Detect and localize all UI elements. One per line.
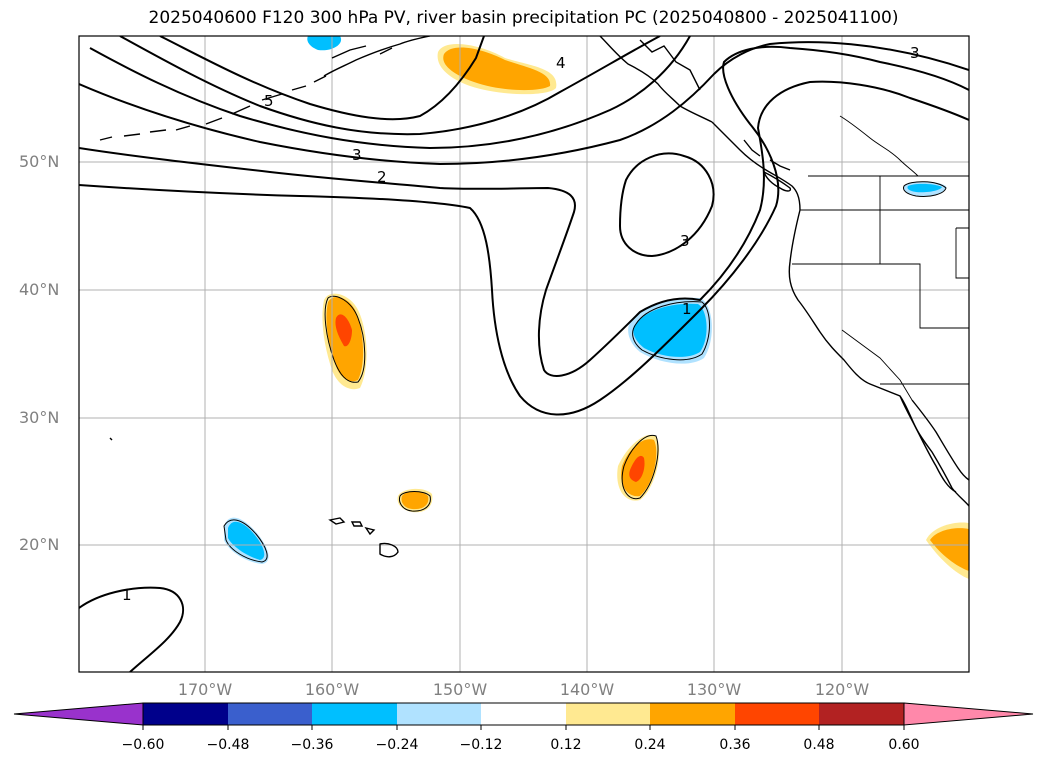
political-borders: [792, 115, 969, 401]
map-title: 2025040600 F120 300 hPa PV, river basin …: [148, 8, 899, 28]
colorbar-segment: [397, 703, 481, 725]
shade-negative: [907, 183, 942, 193]
colorbar-segment: [481, 703, 566, 725]
shade-positive: [443, 47, 551, 91]
lat-label: 30°N: [19, 408, 60, 427]
colorbar-segment: [566, 703, 650, 725]
shade-negative: [228, 521, 265, 560]
contour-label: 3: [352, 146, 362, 164]
pv-contours: [79, 36, 969, 672]
colorbar-tick-label: 0.24: [634, 737, 666, 753]
colorbar-tick-label: 0.60: [888, 737, 920, 753]
lon-label: 150°W: [432, 680, 488, 699]
contour-label: 1: [682, 300, 692, 318]
shade-positive: [401, 491, 429, 510]
colorbar: [13, 702, 1034, 730]
lon-label: 170°W: [177, 680, 233, 699]
colorbar-segment: [819, 703, 904, 725]
contour-label: 3: [680, 232, 690, 250]
colorbar-segment: [735, 703, 819, 725]
colorbar-tick-label: 0.12: [550, 737, 582, 753]
graticule: [79, 36, 969, 672]
contour-label: 4: [556, 54, 566, 72]
colorbar-tick-label: −0.48: [206, 737, 250, 753]
precip-shading: [224, 36, 969, 579]
colorbar-tick-label: −0.60: [121, 737, 165, 753]
colorbar-extend-high: [903, 702, 1034, 726]
colorbar-segment: [228, 703, 312, 725]
colorbar-segment: [312, 703, 397, 725]
shade-negative: [307, 36, 342, 51]
coastlines: [99, 36, 969, 558]
lon-label: 140°W: [559, 680, 615, 699]
contour-label: 5: [264, 92, 274, 110]
colorbar-tick-label: −0.24: [375, 737, 419, 753]
colorbar-tick-label: 0.36: [719, 737, 751, 753]
colorbar-segment: [143, 703, 228, 725]
shade-positive: [930, 528, 969, 571]
colorbar-tick-label: 0.48: [803, 737, 835, 753]
contour-label: 2: [377, 168, 387, 186]
lon-label: 160°W: [304, 680, 360, 699]
shade-strong: [335, 314, 352, 347]
colorbar-tick-label: −0.36: [290, 737, 334, 753]
lon-label: 120°W: [814, 680, 870, 699]
lat-label: 40°N: [19, 280, 60, 299]
colorbar-extend-low: [13, 702, 144, 726]
colorbar-frame: [142, 702, 905, 726]
lat-label: 50°N: [19, 152, 60, 171]
colorbar-segment: [650, 703, 735, 725]
shade-outlines: [223, 181, 947, 563]
contour-label: 3: [910, 44, 920, 62]
contour-label-group: 5 4 3 2 3 3 1 1: [122, 44, 920, 604]
contour-label: 1: [122, 586, 132, 604]
lat-label: 20°N: [19, 535, 60, 554]
shade-strong: [629, 455, 645, 482]
colorbar-tick-label: −0.12: [459, 737, 503, 753]
lon-label: 130°W: [686, 680, 742, 699]
shade-negative: [633, 303, 707, 357]
map-frame: [78, 35, 970, 673]
